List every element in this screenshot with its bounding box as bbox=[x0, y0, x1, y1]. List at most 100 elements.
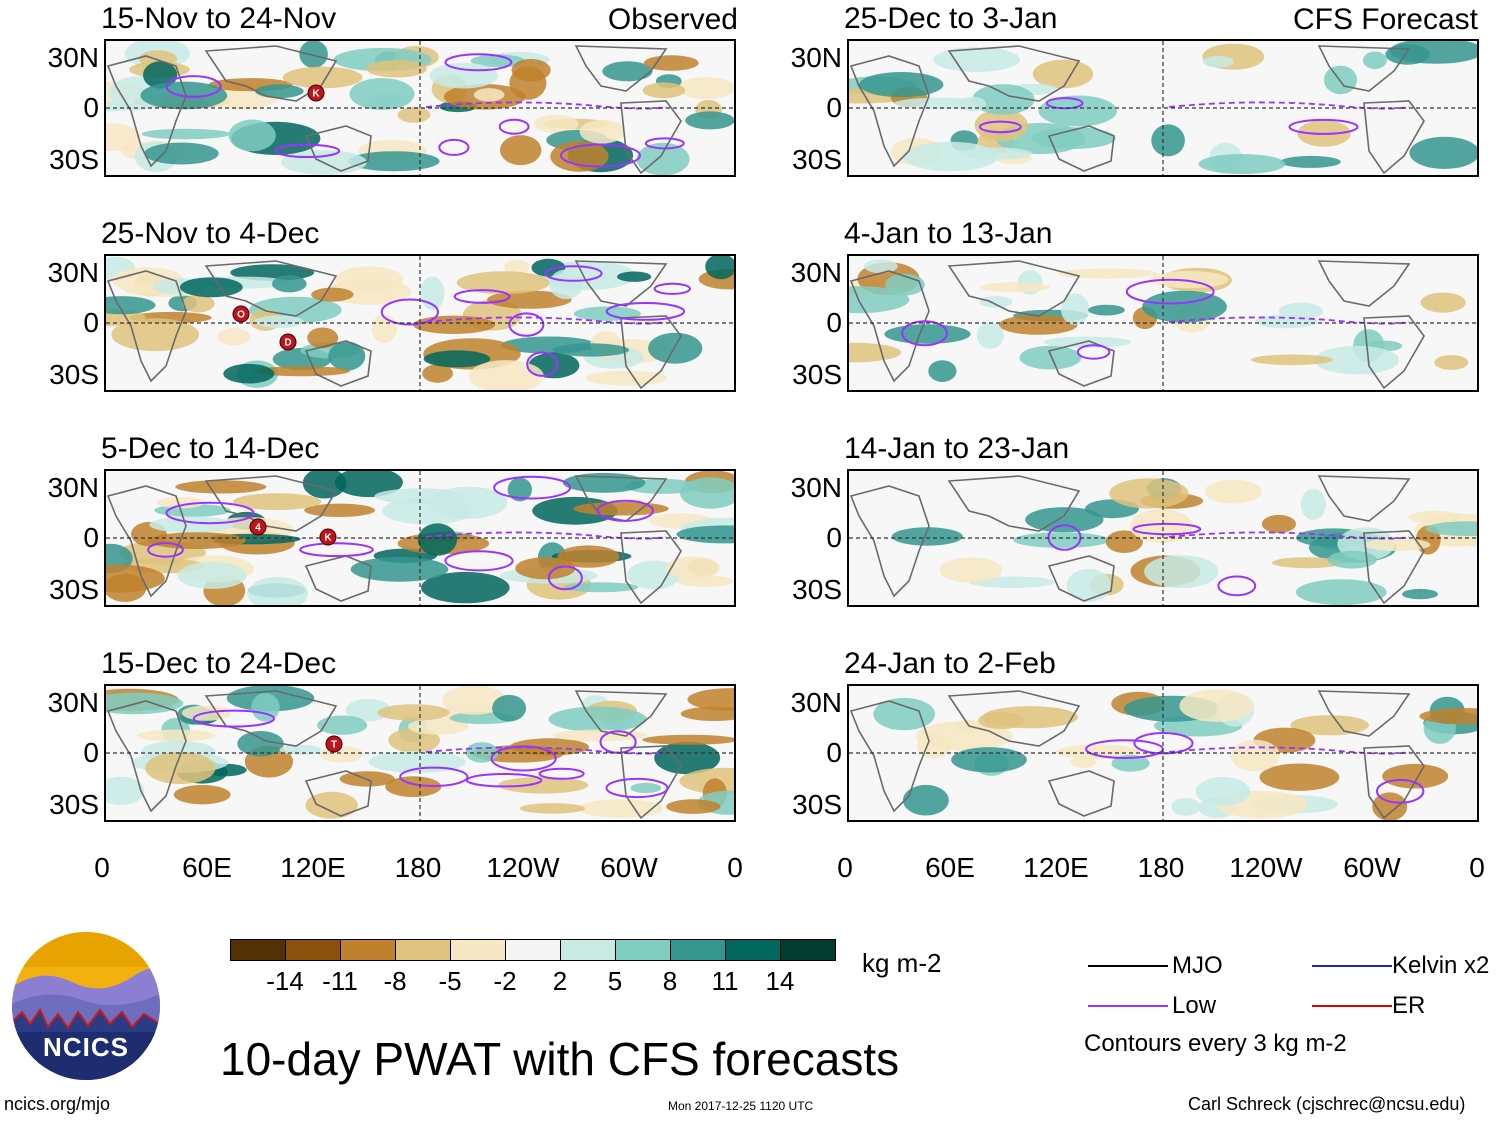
y-tick-label: 30S bbox=[792, 359, 842, 390]
anomaly-region bbox=[685, 111, 734, 130]
anomaly-region bbox=[1088, 304, 1125, 316]
coastline bbox=[304, 340, 372, 387]
anomaly-region bbox=[106, 123, 141, 152]
anomaly-region bbox=[933, 47, 1020, 72]
low-contour bbox=[605, 302, 686, 321]
coastline bbox=[106, 485, 187, 598]
x-tick-label: 120W bbox=[486, 852, 560, 883]
negative-contour bbox=[425, 101, 667, 110]
anomaly-region bbox=[1434, 355, 1469, 370]
anomaly-region bbox=[642, 734, 734, 745]
colorbar-swatch bbox=[615, 939, 671, 961]
anomaly-region bbox=[137, 729, 216, 742]
anomaly-region bbox=[617, 271, 652, 282]
y-tick-label: 30N bbox=[790, 42, 842, 73]
anomaly-region bbox=[1364, 538, 1431, 552]
coastline bbox=[1317, 45, 1411, 92]
negative-contour bbox=[1168, 101, 1410, 110]
anomaly-region bbox=[849, 286, 910, 314]
anomaly-region bbox=[515, 557, 576, 580]
storm-marker: 4 bbox=[249, 518, 267, 536]
legend-kelvin-label: Kelvin x2 bbox=[1392, 952, 1490, 979]
x-tick-label: 60W bbox=[1343, 852, 1401, 883]
anomaly-region bbox=[156, 497, 205, 509]
x-tick-label: 180 bbox=[1137, 852, 1185, 883]
low-contour bbox=[1288, 118, 1359, 135]
anomaly-region bbox=[891, 527, 963, 546]
y-tick-label: 30S bbox=[49, 574, 99, 605]
anomaly-region bbox=[1295, 579, 1387, 605]
anomaly-region bbox=[413, 315, 495, 334]
anomaly-region bbox=[1425, 521, 1477, 537]
anomaly-region bbox=[1259, 763, 1340, 791]
y-tick-label: 0 bbox=[826, 92, 842, 123]
y-tick-label: 30S bbox=[792, 789, 842, 820]
anomaly-region bbox=[573, 501, 669, 516]
y-tick-label: 0 bbox=[83, 737, 99, 768]
coastline bbox=[849, 270, 930, 383]
colorbar-swatch bbox=[230, 939, 286, 961]
anomaly-region bbox=[1060, 293, 1090, 325]
panel-title: 24-Jan to 2-Feb bbox=[844, 647, 1056, 680]
coastline bbox=[1047, 770, 1115, 817]
anomaly-region bbox=[1372, 792, 1408, 820]
anomaly-region bbox=[254, 315, 304, 328]
anomaly-region bbox=[1300, 488, 1326, 520]
anomaly-region bbox=[939, 557, 1003, 583]
low-contour bbox=[901, 320, 948, 347]
coastline bbox=[620, 100, 682, 175]
anomaly-region bbox=[182, 294, 215, 313]
colorbar-swatch bbox=[780, 939, 836, 961]
x-tick-label: 60E bbox=[182, 852, 232, 883]
x-tick-label: 60E bbox=[925, 852, 975, 883]
y-tick-label: 0 bbox=[83, 307, 99, 338]
low-contour bbox=[605, 777, 669, 799]
coastline bbox=[1317, 260, 1411, 307]
y-tick-label: 30N bbox=[47, 472, 99, 503]
anomaly-region bbox=[642, 82, 686, 99]
low-contour bbox=[192, 709, 275, 728]
anomaly-region bbox=[507, 477, 532, 502]
coastline bbox=[1363, 745, 1425, 820]
low-contour bbox=[596, 499, 654, 522]
anomaly-region bbox=[1382, 763, 1449, 789]
colorbar-units: kg m-2 bbox=[862, 948, 942, 978]
anomaly-region bbox=[1038, 95, 1117, 127]
x-tick-label: 0 bbox=[727, 852, 743, 883]
legend-mjo-line bbox=[1088, 965, 1168, 967]
negative-contour bbox=[1168, 746, 1410, 755]
coastline bbox=[1363, 530, 1425, 605]
storm-label: K bbox=[324, 533, 332, 544]
coastline bbox=[574, 690, 668, 737]
anomaly-region bbox=[217, 328, 251, 346]
map-canvas bbox=[849, 41, 1477, 175]
y-tick-label: 30N bbox=[47, 687, 99, 718]
y-tick-label: 30N bbox=[790, 472, 842, 503]
legend-er-label: ER bbox=[1392, 992, 1426, 1019]
anomaly-region bbox=[417, 523, 457, 556]
low-contour bbox=[380, 298, 439, 326]
low-contour bbox=[399, 766, 469, 788]
anomaly-region bbox=[680, 477, 734, 509]
anomaly-region bbox=[1230, 739, 1280, 772]
anomaly-region bbox=[253, 366, 350, 377]
coastline bbox=[204, 45, 338, 102]
storm-marker: K bbox=[319, 528, 337, 546]
low-contour bbox=[299, 542, 374, 558]
anomaly-region bbox=[366, 60, 427, 78]
anomaly-region bbox=[317, 715, 368, 735]
map-canvas: OD bbox=[106, 256, 734, 390]
map-canvas: 4K bbox=[106, 471, 734, 605]
anomaly-region bbox=[421, 571, 510, 604]
panel-title: 15-Nov to 24-Nov bbox=[101, 2, 337, 35]
anomaly-region bbox=[1171, 798, 1201, 816]
anomaly-region bbox=[534, 114, 579, 134]
anomaly-region bbox=[1105, 530, 1143, 553]
low-contour bbox=[465, 773, 543, 788]
anomaly-region bbox=[145, 751, 216, 785]
x-tick-label: 60W bbox=[600, 852, 658, 883]
anomaly-region bbox=[377, 704, 450, 721]
coastline bbox=[1363, 100, 1425, 175]
anomaly-region bbox=[976, 322, 1004, 349]
colorbar-swatch bbox=[505, 939, 561, 961]
